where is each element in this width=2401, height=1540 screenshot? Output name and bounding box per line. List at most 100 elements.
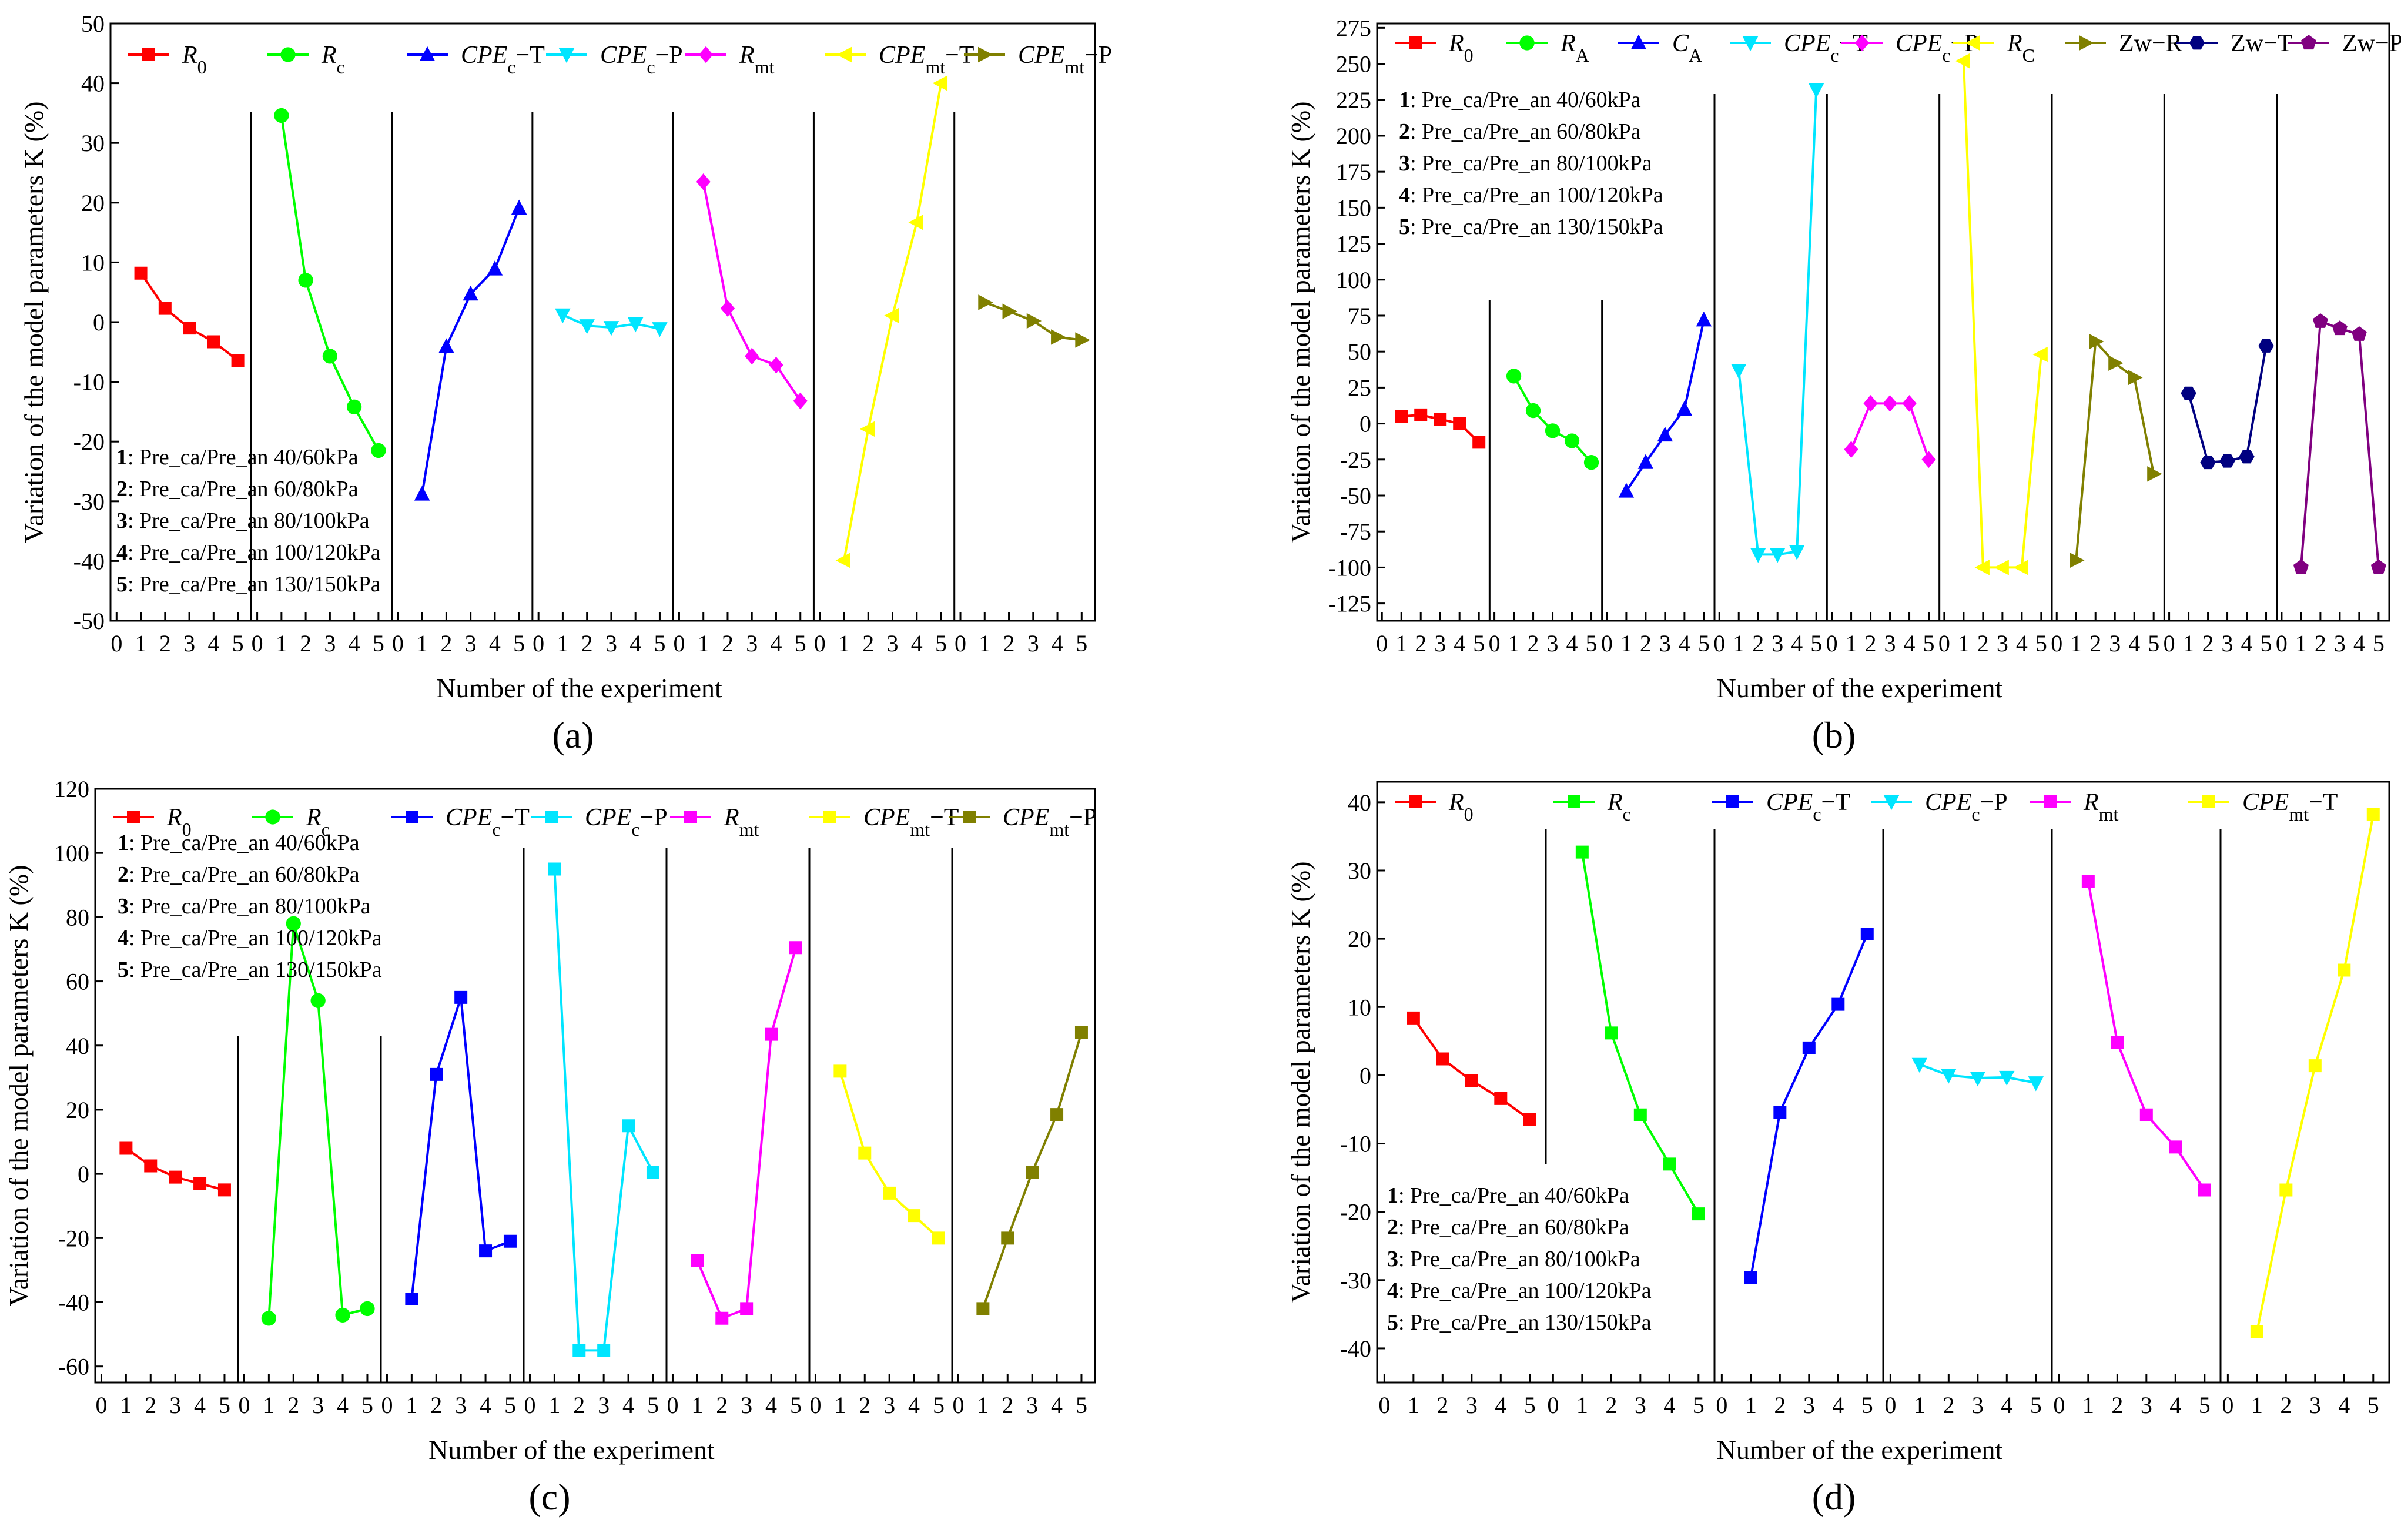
x-axis-label: Number of the experiment bbox=[1717, 1435, 2003, 1465]
condition-text: : Pre_ca/Pre_an 40/60kPa bbox=[1398, 1183, 1629, 1208]
y-tick-label: 275 bbox=[1336, 15, 1371, 41]
x-tick-label: 4 bbox=[629, 630, 641, 657]
x-tick-label: 2 bbox=[300, 630, 312, 657]
x-tick-label: 2 bbox=[2111, 1392, 2123, 1418]
series-line bbox=[2187, 346, 2268, 464]
data-point bbox=[1750, 548, 1766, 563]
data-point bbox=[503, 1234, 517, 1248]
x-tick-label: 3 bbox=[746, 630, 758, 657]
data-point bbox=[217, 1183, 231, 1197]
x-tick-label: 3 bbox=[2222, 630, 2233, 657]
data-point bbox=[1605, 1026, 1618, 1040]
data-point bbox=[1075, 332, 1090, 348]
series-line bbox=[1749, 933, 1868, 1278]
x-tick-label: 4 bbox=[1904, 630, 1916, 657]
legend-marker bbox=[1630, 34, 1647, 49]
data-point bbox=[1744, 1271, 1757, 1284]
series-rc bbox=[1955, 53, 2048, 575]
series-rmt bbox=[691, 941, 802, 1325]
y-axis-label: Variation of the model parameters K (%) bbox=[1285, 861, 1315, 1303]
legend-marker bbox=[1883, 795, 1900, 811]
data-point bbox=[555, 308, 571, 324]
legend-label-base: R bbox=[1448, 30, 1464, 57]
x-tick-label: 5 bbox=[2373, 630, 2385, 657]
x-tick-label: 1 bbox=[1576, 1392, 1588, 1418]
x-tick-label: 4 bbox=[2241, 630, 2253, 657]
legend-label-sub: mt bbox=[755, 56, 775, 78]
legend-label: Rmt bbox=[739, 42, 775, 78]
data-point bbox=[2338, 963, 2351, 977]
data-point bbox=[183, 322, 196, 335]
x-tick-label: 0 bbox=[814, 630, 826, 657]
legend-label-sub: C bbox=[2022, 45, 2035, 66]
y-tick-label: 80 bbox=[66, 904, 89, 930]
legend-label-base: CPE bbox=[1003, 804, 1049, 831]
x-tick-label: 0 bbox=[1884, 1392, 1896, 1418]
data-point bbox=[932, 75, 948, 91]
condition-legend-item: 1: Pre_ca/Pre_an 40/60kPa bbox=[118, 831, 360, 855]
data-point bbox=[1970, 1072, 1986, 1087]
condition-legend-item: 2: Pre_ca/Pre_an 60/80kPa bbox=[118, 862, 360, 887]
legend-label-base: CPE bbox=[879, 42, 925, 69]
condition-number: 2 bbox=[1387, 1215, 1398, 1240]
data-point bbox=[1434, 413, 1447, 426]
legend-label-sub: c bbox=[631, 819, 639, 840]
x-tick-label: 3 bbox=[465, 630, 477, 657]
data-point bbox=[1773, 1106, 1787, 1119]
x-tick-label: 1 bbox=[416, 630, 428, 657]
x-tick-label: 4 bbox=[2169, 1392, 2181, 1418]
x-tick-label: 4 bbox=[489, 630, 501, 657]
data-point bbox=[1026, 1166, 1039, 1179]
x-tick-label: 2 bbox=[2202, 630, 2214, 657]
legend-marker bbox=[823, 811, 836, 823]
legend-label-base: Zw−R bbox=[2119, 30, 2182, 57]
data-point bbox=[158, 302, 172, 315]
x-tick-label: 5 bbox=[2030, 1392, 2042, 1418]
x-tick-label: 1 bbox=[1733, 630, 1744, 657]
x-tick-label: 3 bbox=[1026, 1392, 1038, 1418]
series-line bbox=[1412, 1017, 1531, 1121]
x-tick-label: 3 bbox=[1434, 630, 1446, 657]
legend-label: Rc bbox=[1607, 789, 1631, 825]
condition-text: : Pre_ca/Pre_an 130/150kPa bbox=[1398, 1310, 1652, 1335]
x-tick-label: 5 bbox=[2035, 630, 2047, 657]
legend-entry: Zw−T bbox=[2176, 30, 2292, 57]
y-tick-label: 75 bbox=[1348, 303, 1371, 329]
x-tick-label: 2 bbox=[716, 1392, 728, 1418]
x-tick-label: 1 bbox=[838, 630, 850, 657]
condition-text: : Pre_ca/Pre_an 40/60kPa bbox=[1410, 88, 1641, 112]
x-tick-label: 3 bbox=[312, 1392, 324, 1418]
series-line bbox=[1737, 89, 1818, 556]
legend-marker bbox=[2189, 36, 2205, 50]
x-tick-label: 2 bbox=[722, 630, 734, 657]
x-tick-label: 1 bbox=[1508, 630, 1520, 657]
x-tick-label: 0 bbox=[2053, 1392, 2065, 1418]
legend-marker bbox=[684, 811, 697, 823]
x-tick-label: 4 bbox=[1679, 630, 1690, 657]
legend-label-sub: mt bbox=[2289, 804, 2309, 825]
y-tick-label: -20 bbox=[1340, 1199, 1371, 1226]
series-cpec-p bbox=[555, 308, 668, 337]
x-tick-label: 4 bbox=[2001, 1392, 2012, 1418]
y-tick-label: 50 bbox=[81, 11, 105, 37]
series-cpemt-t bbox=[835, 75, 948, 568]
legend-entry: Zw−P bbox=[2288, 30, 2401, 57]
x-tick-label: 3 bbox=[324, 630, 336, 657]
x-tick-label: 4 bbox=[480, 1392, 491, 1418]
legend-entry: CPEc−T bbox=[1712, 789, 1850, 825]
series-line bbox=[139, 272, 239, 361]
legend-label-base: CPE bbox=[863, 804, 910, 831]
data-point bbox=[1583, 455, 1599, 470]
x-tick-label: 1 bbox=[406, 1392, 417, 1418]
data-point bbox=[405, 1293, 418, 1306]
data-point bbox=[310, 993, 326, 1008]
y-tick-label: -125 bbox=[1328, 591, 1371, 617]
legend-label-sub: A bbox=[1689, 45, 1702, 66]
legend-marker bbox=[558, 48, 575, 63]
x-tick-label: 5 bbox=[1076, 1392, 1087, 1418]
series-line bbox=[553, 869, 654, 1352]
x-tick-label: 2 bbox=[430, 1392, 442, 1418]
legend-entry: RC bbox=[1953, 30, 2035, 66]
condition-number: 4 bbox=[1399, 183, 1410, 207]
